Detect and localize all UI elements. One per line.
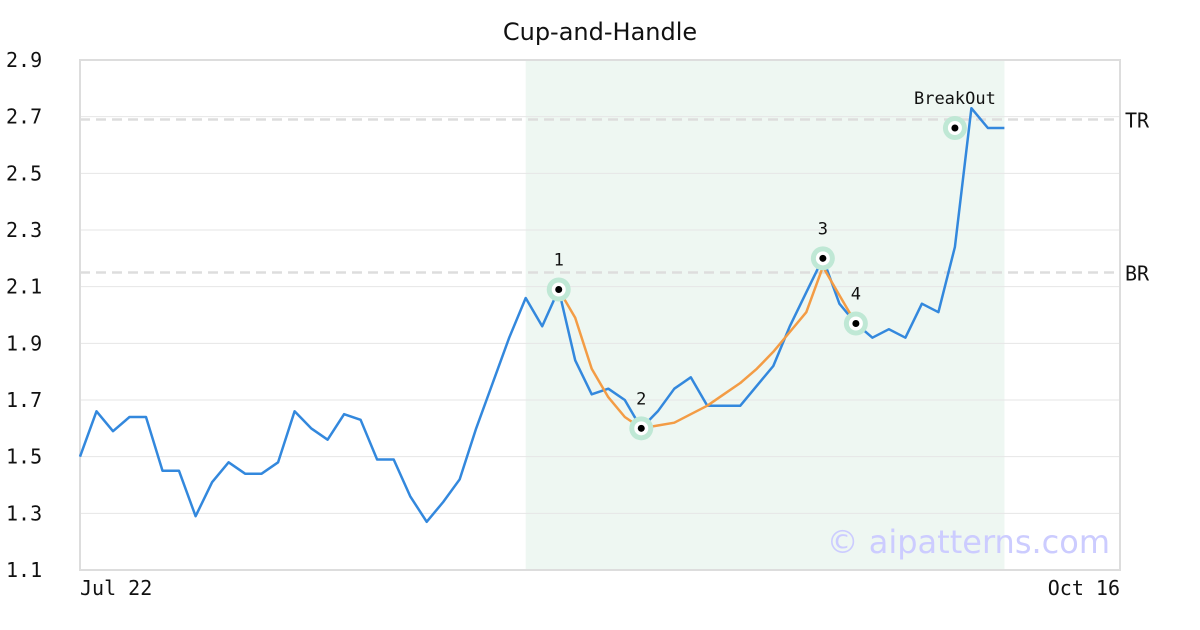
- y-tick-label: 2.7: [6, 105, 42, 129]
- series-line: [557, 265, 857, 430]
- pattern-point-label: 3: [818, 219, 828, 239]
- pattern-point: [555, 286, 563, 293]
- level-label: TR: [1125, 109, 1150, 133]
- plot-border: [79, 59, 1121, 571]
- y-tick-label: 1.3: [6, 501, 42, 525]
- chart-title: Cup-and-Handle: [503, 18, 697, 46]
- y-tick-label: 2.1: [6, 275, 42, 299]
- pattern-point: [852, 320, 860, 327]
- y-tick-label: 1.9: [6, 331, 42, 355]
- y-tick-label: 2.9: [6, 48, 42, 72]
- x-tick-label: Jul 22: [80, 576, 152, 600]
- pattern-point-label: BreakOut: [914, 89, 996, 109]
- watermark: © aipatterns.com: [827, 523, 1110, 561]
- pattern-zone: [525, 60, 1005, 570]
- y-tick-label: 1.1: [6, 558, 42, 582]
- y-tick-label: 1.5: [6, 445, 42, 469]
- y-tick-label: 2.5: [6, 161, 42, 185]
- x-tick-label: Oct 16: [1048, 576, 1120, 600]
- pattern-point-label: 1: [554, 251, 564, 271]
- pattern-point-label: 2: [636, 389, 646, 409]
- level-label: BR: [1125, 262, 1150, 286]
- pattern-point: [819, 254, 827, 262]
- pattern-point: [951, 124, 959, 132]
- pattern-point: [637, 424, 645, 432]
- y-tick-label: 1.7: [6, 388, 42, 412]
- y-tick-label: 2.3: [6, 218, 42, 242]
- pattern-point-label: 4: [851, 285, 861, 305]
